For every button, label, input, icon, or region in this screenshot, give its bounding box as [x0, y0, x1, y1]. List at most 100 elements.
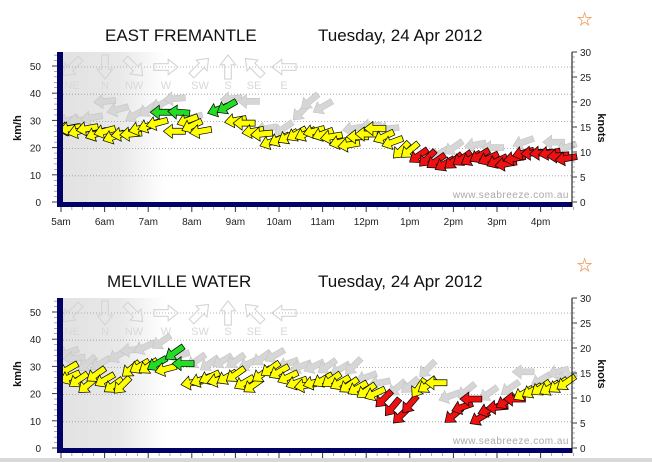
gust-arrow	[542, 134, 565, 150]
compass-arrow-ne-icon	[62, 301, 84, 323]
compass-label: SE	[247, 326, 262, 338]
average-wind-arrow	[216, 98, 239, 115]
y2-tick-label: 20	[580, 98, 592, 109]
x-axis-bar	[57, 448, 572, 453]
average-wind-arrow	[164, 343, 186, 361]
compass-arrow-se-icon	[244, 303, 266, 325]
y-axis-label: km/h	[12, 361, 24, 387]
x-tick-label: 10am	[266, 217, 291, 228]
chart-date: Tuesday, 24 Apr 2012	[318, 272, 482, 291]
average-wind-arrow	[232, 115, 256, 131]
watermark: www.seabreeze.com.au	[452, 436, 569, 447]
average-wind-arrow	[145, 116, 169, 131]
compass-label: SW	[191, 326, 209, 338]
y-tick-label: 30	[30, 116, 42, 127]
average-wind-arrow	[86, 365, 108, 382]
x-tick-label: 11am	[310, 217, 334, 228]
compass-label: E	[280, 326, 287, 338]
gust-arrow	[80, 110, 104, 126]
average-wind-arrow	[373, 128, 396, 145]
compass-label: S	[224, 326, 231, 338]
x-tick-label: 7am	[138, 217, 157, 228]
gust-arrow	[400, 375, 421, 393]
gust-arrow	[438, 389, 461, 405]
compass-arrow-e-icon	[271, 304, 297, 322]
average-wind-arrow	[250, 126, 274, 142]
average-wind-arrow	[167, 104, 191, 120]
favourite-star-icon[interactable]: ★	[577, 256, 593, 276]
average-wind-arrow	[260, 359, 282, 377]
x-tick-label: 6am	[95, 217, 114, 228]
average-wind-arrow	[459, 391, 483, 407]
y2-tick-label: 15	[580, 369, 592, 380]
gust-arrow	[93, 93, 117, 110]
compass-label: N	[101, 80, 109, 92]
gust-arrow	[162, 91, 186, 107]
gust-arrow	[317, 357, 339, 374]
average-wind-arrow	[477, 150, 500, 167]
favourite-star-icon[interactable]: ★	[577, 10, 593, 30]
average-wind-arrow	[375, 388, 395, 408]
compass-arrow-e-icon	[271, 58, 297, 76]
x-tick-label: 1pm	[400, 217, 419, 228]
average-wind-arrow	[319, 129, 344, 145]
gust-arrow	[106, 102, 130, 118]
y-tick-label: 20	[30, 390, 42, 401]
y-tick-label: 50	[30, 308, 42, 319]
y-tick-label: 40	[30, 89, 42, 100]
chart-melville-water: MELVILLE WATER Tuesday, 24 Apr 2012 ★ NE N NW…	[12, 256, 607, 458]
y-tick-label: 10	[30, 171, 42, 182]
gust-arrow	[133, 339, 156, 355]
compass-label: E	[280, 80, 287, 92]
chart-date: Tuesday, 24 Apr 2012	[318, 26, 482, 45]
x-tick-label: 5am	[51, 217, 70, 228]
gust-arrow	[419, 358, 438, 378]
gust-arrow	[300, 91, 321, 109]
y2-tick-label: 0	[580, 444, 586, 455]
average-wind-arrow	[225, 365, 247, 382]
gust-arrow	[264, 347, 287, 363]
gust-arrow	[236, 93, 260, 109]
average-wind-arrow	[103, 376, 125, 393]
compass-arrow-ne-icon	[62, 55, 84, 77]
x-axis-bar	[57, 202, 572, 207]
y-tick-label: 0	[35, 198, 41, 209]
compass-label: W	[161, 80, 172, 92]
compass-arrow-sw-icon	[188, 303, 210, 325]
gust-arrow	[478, 384, 500, 401]
y2-tick-label: 10	[580, 394, 592, 405]
x-tick-label: 2pm	[444, 217, 463, 228]
average-wind-arrow	[364, 385, 387, 402]
y2-tick-label: 25	[580, 319, 592, 330]
gust-arrow	[273, 119, 295, 136]
average-wind-arrow	[400, 140, 421, 158]
compass-label: NW	[125, 326, 144, 338]
y2-tick-label: 20	[580, 344, 592, 355]
compass-arrow-w-icon	[153, 304, 179, 322]
gust-arrow	[512, 135, 535, 150]
y2-tick-label: 5	[580, 419, 586, 430]
gust-arrow	[151, 332, 173, 350]
y-tick-label: 40	[30, 335, 42, 346]
compass-arrow-nw-icon	[122, 55, 144, 77]
x-tick-label: 4pm	[531, 217, 550, 228]
x-tick-label: 8am	[182, 217, 201, 228]
y-tick-label: 20	[30, 144, 42, 155]
average-wind-arrow	[93, 124, 117, 140]
gust-arrow	[463, 137, 487, 153]
chart-east-fremantle: EAST FREMANTLE Tuesday, 24 Apr 2012 ★ NE N NW…	[12, 10, 607, 228]
y-axis-label: km/h	[12, 115, 24, 141]
average-wind-arrow	[68, 370, 90, 388]
compass-label: SE	[247, 80, 262, 92]
average-wind-arrow	[384, 396, 403, 417]
y-tick-label: 0	[35, 444, 41, 455]
compass-arrow-w-icon	[153, 58, 179, 76]
average-wind-arrow	[381, 135, 405, 150]
compass-arrow-s-icon	[219, 300, 237, 326]
y2-axis-label: knots	[595, 359, 607, 388]
gust-arrow	[62, 350, 86, 366]
gust-arrow	[511, 364, 535, 380]
compass-label: S	[224, 80, 231, 92]
y2-axis-label: knots	[595, 113, 607, 142]
